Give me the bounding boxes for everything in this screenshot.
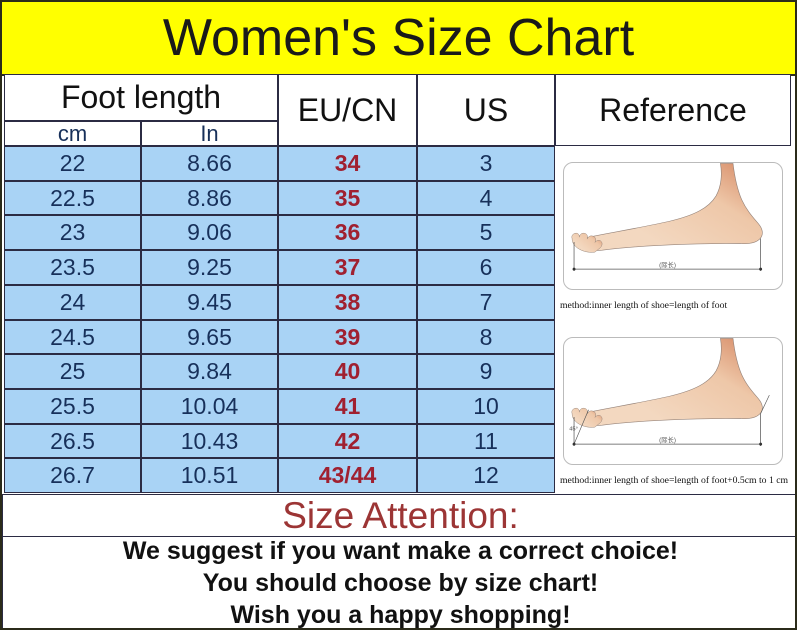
svg-text:45°: 45° <box>569 427 578 433</box>
svg-text:(际长): (际长) <box>659 260 676 269</box>
svg-text:(际长): (际长) <box>659 435 676 444</box>
